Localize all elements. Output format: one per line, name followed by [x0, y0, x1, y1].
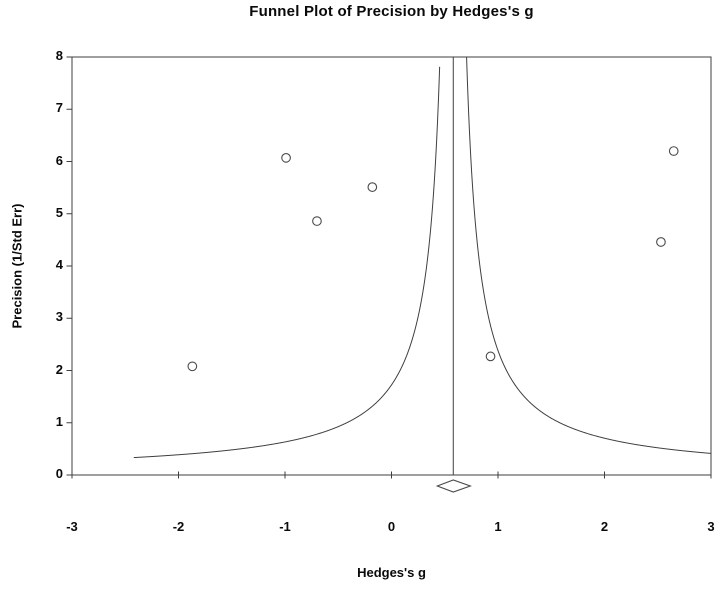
study-point [656, 237, 666, 247]
study-point [485, 351, 496, 362]
study-point [668, 146, 679, 156]
y-tick-label: 8 [55, 48, 63, 63]
x-tick-label: 2 [600, 519, 609, 534]
y-tick-label: 6 [55, 152, 63, 168]
x-tick-label: -3 [66, 519, 78, 534]
y-tick-label: 1 [55, 413, 63, 429]
y-tick-label: 4 [55, 257, 63, 272]
y-tick-label: 2 [55, 361, 63, 377]
funnel-curve-left [133, 66, 441, 459]
x-tick-label: -1 [279, 519, 291, 534]
y-tick-label: 3 [55, 309, 63, 325]
study-point [281, 152, 291, 163]
y-tick-label: 0 [55, 466, 63, 481]
x-tick-label: -2 [172, 519, 185, 534]
chart-title: Funnel Plot of Precision by Hedges's g [249, 3, 534, 20]
plot-border [71, 56, 712, 476]
funnel-curve-right [466, 56, 711, 454]
study-point [312, 216, 322, 226]
x-axis-title: Hedges's g [357, 565, 426, 580]
pooled-effect-diamond [435, 479, 472, 493]
x-tick-label: 1 [494, 519, 502, 534]
y-tick-label: 5 [55, 204, 63, 220]
x-tick-label: 3 [707, 519, 715, 534]
study-point [187, 361, 198, 372]
study-point [367, 182, 378, 192]
x-tick-label: 0 [387, 519, 396, 534]
y-tick-label: 7 [55, 100, 63, 116]
